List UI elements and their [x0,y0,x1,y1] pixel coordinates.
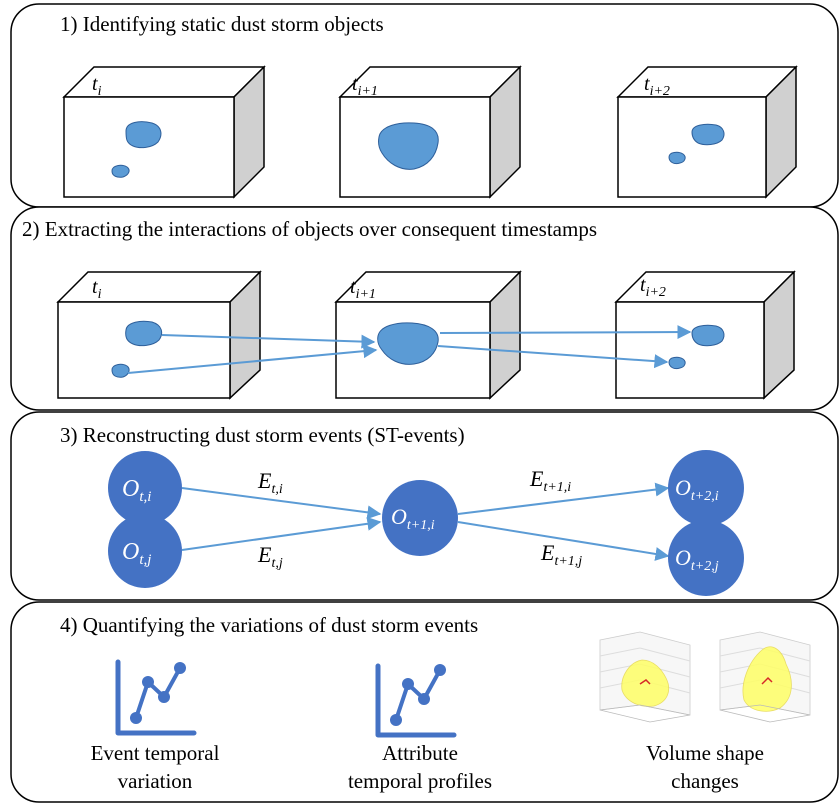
edge-arrow [457,482,670,515]
interaction-arrow [161,334,376,349]
s1-cube-1: ti [62,65,266,199]
line-chart-icon [375,663,457,738]
node-o-t-j: Ot,j [108,514,182,588]
section-3-title: 3) Reconstructing dust storm events (ST-… [60,423,465,447]
svg-text:ti: ti [92,73,102,99]
s1-cube-3: ti+2 [616,65,798,199]
edge-label: Et+1,j [540,540,582,569]
svg-text:ti+1: ti+1 [350,276,376,302]
node-o-t-i: Ot,i [108,451,182,525]
dust-storm-object [668,356,686,370]
caption-volume: Volume shape [646,741,764,765]
dust-storm-object [691,324,725,347]
node-o-t1-i: Ot+1,i [382,480,458,556]
s2-cube-2: ti+1 [334,270,522,400]
3d-volume-plot [599,631,691,723]
edge-label: Et+1,i [529,466,571,495]
svg-text:ti+2: ti+2 [640,274,666,300]
svg-text:ti+2: ti+2 [644,73,670,99]
dust-storm-object [377,322,439,365]
dust-storm-object [668,151,686,165]
edge-arrow [181,516,382,551]
svg-text:ti: ti [92,276,102,302]
3d-volume-plot [719,631,811,723]
dust-storm-object [691,123,725,146]
svg-text:Ot+2,j: Ot+2,j [675,545,719,574]
caption-event-temporal-2: variation [118,769,193,793]
svg-text:Ot+2,i: Ot+2,i [675,475,719,504]
svg-text:Ot,j: Ot,j [122,539,151,568]
s2-cube-3: ti+2 [614,270,796,400]
svg-text:Ot+1,i: Ot+1,i [391,504,435,533]
svg-text:ti+1: ti+1 [352,73,378,99]
interaction-arrow [437,345,669,369]
dust-storm-object [111,363,130,378]
dust-storm-object [377,122,439,170]
line-chart-icon [115,659,197,736]
node-o-t2-j: Ot+2,j [668,520,744,596]
edge-label: Et,i [257,468,283,497]
s1-cube-2: ti+1 [338,65,522,199]
caption-attribute-2: temporal profiles [348,769,492,793]
section-1-title: 1) Identifying static dust storm objects [60,12,384,36]
dust-storm-object [125,320,163,347]
interaction-arrow [127,344,378,374]
caption-event-temporal: Event temporal [91,741,220,765]
dust-storm-object [111,164,130,178]
svg-text:Ot,i: Ot,i [122,476,151,505]
interaction-arrow [439,325,692,340]
node-o-t2-i: Ot+2,i [668,450,744,526]
caption-volume-2: changes [671,769,739,793]
edge-label: Et,j [257,542,283,571]
dust-storm-object [125,121,162,149]
edge-arrow [181,487,382,520]
section-2-title: 2) Extracting the interactions of object… [22,217,597,241]
caption-attribute: Attribute [382,741,458,765]
edge-arrow [457,521,670,561]
s2-cube-1: ti [56,270,262,400]
section-4-title: 4) Quantifying the variations of dust st… [60,613,478,637]
